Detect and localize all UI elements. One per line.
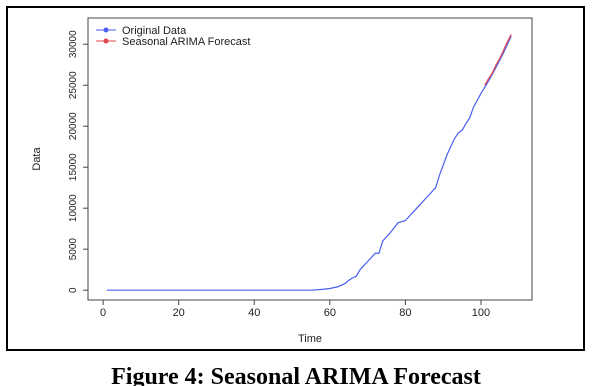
y-axis-label: Data [31, 147, 43, 171]
x-tick-label: 40 [248, 307, 260, 319]
plot-box [87, 17, 533, 301]
x-tick-label: 20 [173, 307, 185, 319]
y-tick-label: 30000 [68, 30, 79, 58]
legend-marker [103, 38, 109, 44]
x-axis-label: Time [298, 333, 322, 345]
legend-label: Original Data [122, 25, 187, 37]
y-tick-label: 20000 [68, 112, 79, 140]
figure-caption: Figure 4: Seasonal ARIMA Forecast [111, 364, 481, 386]
y-tick-label: 0 [68, 287, 79, 293]
x-tick-label: 60 [324, 307, 336, 319]
legend-label: Seasonal ARIMA Forecast [122, 36, 250, 48]
x-tick-label: 0 [100, 307, 106, 319]
data-line [106, 35, 512, 291]
y-tick-label: 25000 [68, 71, 79, 99]
x-tick-label: 80 [399, 307, 411, 319]
x-tick-label: 100 [472, 307, 490, 319]
legend-marker [103, 27, 109, 33]
data-line [484, 34, 512, 86]
figure-frame [6, 6, 585, 351]
y-tick-label: 5000 [68, 238, 79, 261]
chart: Time Data 0 20 40 60 80 100 0 5000 10000 15000 200… [31, 17, 533, 345]
y-tick-label: 10000 [68, 194, 79, 222]
y-tick-label: 15000 [68, 153, 79, 181]
